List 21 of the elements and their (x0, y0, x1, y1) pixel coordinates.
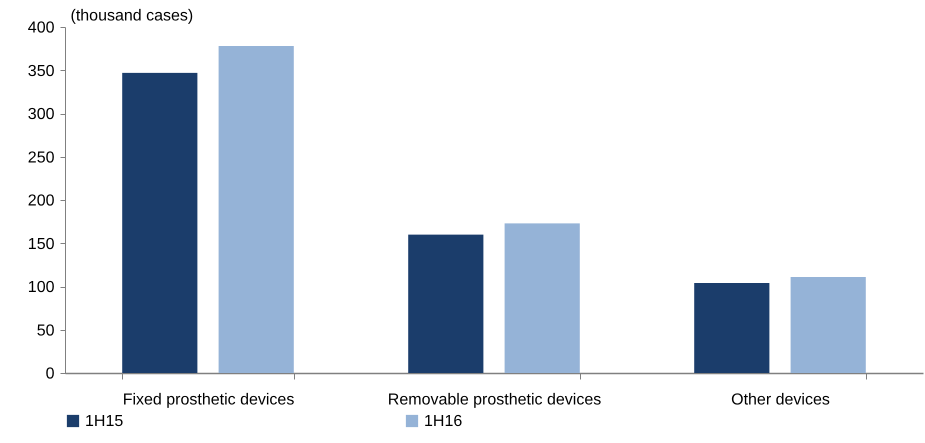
bar (218, 46, 294, 373)
y-tick-label: 150 (28, 236, 55, 253)
y-tick-label: 0 (46, 366, 55, 382)
y-axis-title: (thousand cases) (70, 8, 194, 24)
bar (504, 223, 580, 373)
y-tick-label: 400 (28, 20, 55, 36)
bar (790, 276, 866, 373)
y-tick-label: 350 (28, 62, 55, 80)
y-tick-label: 250 (28, 149, 55, 166)
y-tick-label: 200 (28, 192, 55, 210)
legend-label: 1H15 (85, 413, 124, 430)
y-tick-label: 300 (28, 106, 55, 123)
x-tick-label: Fixed prosthetic devices (122, 392, 294, 408)
legend-label: 1H16 (424, 413, 462, 430)
x-tick-label: Other devices (731, 392, 830, 408)
y-tick-label: 100 (28, 279, 55, 296)
bar (408, 234, 484, 373)
bar (694, 283, 770, 373)
y-tick-label: 50 (36, 322, 55, 340)
bar (122, 72, 198, 373)
x-tick-label: Removable prosthetic devices (388, 392, 602, 408)
